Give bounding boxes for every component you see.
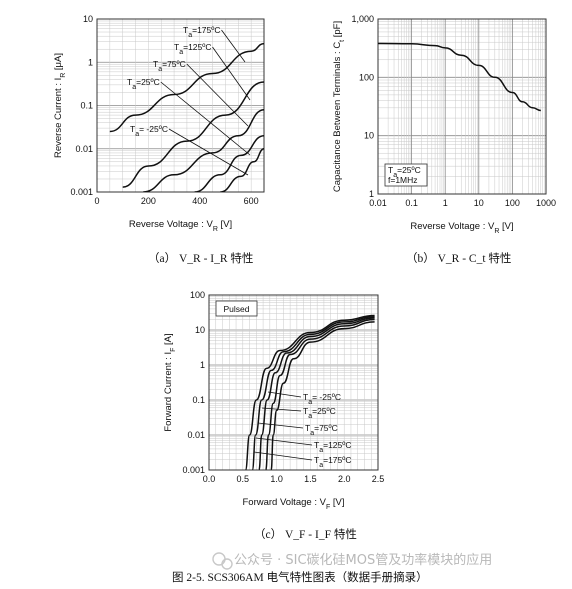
annotation-temp: Ta=25ºC xyxy=(388,165,421,179)
series-line xyxy=(265,318,375,470)
leader-line xyxy=(212,46,251,101)
x-axis-label: Forward Voltage : VF [V] xyxy=(243,497,345,511)
series-line xyxy=(270,321,375,470)
leader-line xyxy=(168,128,249,176)
label-75: Ta=75ºC xyxy=(305,423,338,437)
y-tick-label: 10 xyxy=(364,131,374,141)
series-line xyxy=(258,317,375,470)
x-tick-label: 2.5 xyxy=(372,474,385,484)
y-tick-label: 0.1 xyxy=(80,101,93,111)
annotation-box xyxy=(384,163,428,187)
series-line xyxy=(143,108,264,192)
label-minus25: Ta= -25ºC xyxy=(130,124,168,138)
legend-box xyxy=(215,300,258,317)
y-tick-label: 0.001 xyxy=(70,187,93,197)
label-25: Ta=25ºC xyxy=(127,77,160,91)
series-group xyxy=(244,314,375,470)
plot-b: 1 10 100 1,000 0.01 0.1 1 10 100 1000 Reverse Volt… xyxy=(332,14,556,235)
leader-line xyxy=(160,81,251,156)
x-tick-label: 600 xyxy=(244,196,259,206)
x-tick-label: 2.0 xyxy=(338,474,351,484)
label-125: Ta=125ºC xyxy=(314,440,352,454)
series-line xyxy=(251,315,375,470)
y-axis-label: Forward Current : IF [A] xyxy=(163,333,177,431)
x-tick-label: 1 xyxy=(443,198,448,208)
label-25: Ta=25ºC xyxy=(303,406,336,420)
watermark: 公众号 · SIC碳化硅MOS管及功率模块的应用 xyxy=(234,552,492,568)
y-tick-label: 0.01 xyxy=(75,144,93,154)
y-axis-label: Capacitance Between Terminals : Ct [pF] xyxy=(332,21,346,192)
wechat-icon xyxy=(212,552,233,570)
annotation-freq: f=1MHz xyxy=(388,175,418,185)
leader-line xyxy=(257,422,304,429)
y-tick-label: 1 xyxy=(369,189,374,199)
y-axis-label: Reverse Current : IR [μA] xyxy=(53,53,67,158)
leader-line xyxy=(261,407,302,412)
series-group xyxy=(378,42,541,112)
leader-line xyxy=(186,63,249,127)
x-tick-label: 0.5 xyxy=(237,474,250,484)
y-tick-label: 100 xyxy=(190,290,205,300)
label-175: Ta=175ºC xyxy=(183,25,221,39)
label-minus25: Ta= -25ºC xyxy=(303,392,341,406)
x-axis-label: Reverse Voltage : VR [V] xyxy=(410,221,513,235)
leader-line xyxy=(255,437,313,446)
leader-line xyxy=(267,391,302,398)
legend-box-label: Pulsed xyxy=(224,304,250,314)
caption-c: （c） V_F - I_F 特性 xyxy=(254,527,357,541)
series-line xyxy=(109,42,264,133)
caption-a: （a） V_R - I_R 特性 xyxy=(148,251,253,265)
y-tick-label: 10 xyxy=(83,14,93,24)
y-tick-label: 10 xyxy=(195,325,205,335)
plot-frame xyxy=(377,18,547,195)
y-tick-label: 0.01 xyxy=(187,430,205,440)
leader-line xyxy=(221,29,246,63)
x-axis-label: Reverse Voltage : VR [V] xyxy=(129,219,232,233)
plot-frame xyxy=(96,18,265,193)
figure-caption: 图 2-5. SCS306AM 电气特性图表（数据手册摘录） xyxy=(172,570,428,584)
y-tick-label: 0.1 xyxy=(192,395,205,405)
label-75: Ta=75ºC xyxy=(153,59,186,73)
x-tick-label: 0.0 xyxy=(203,474,216,484)
y-tick-label: 1,000 xyxy=(351,14,374,24)
x-tick-label: 0.01 xyxy=(369,198,387,208)
caption-b: （b） V_R - C_t 特性 xyxy=(406,251,511,265)
leader-line xyxy=(253,451,313,461)
series-line xyxy=(244,314,375,470)
y-tick-label: 1 xyxy=(200,360,205,370)
y-tick-label: 100 xyxy=(359,72,374,82)
label-125: Ta=125ºC xyxy=(174,42,212,56)
y-tick-label: 1 xyxy=(88,57,93,67)
x-tick-label: 100 xyxy=(505,198,520,208)
x-tick-label: 1.5 xyxy=(304,474,317,484)
series-line xyxy=(378,42,541,112)
series-line xyxy=(220,148,264,192)
label-175: Ta=175ºC xyxy=(314,455,352,469)
series-group xyxy=(109,42,264,192)
x-tick-label: 0 xyxy=(94,196,99,206)
x-tick-label: 1000 xyxy=(536,198,556,208)
y-tick-label: 0.001 xyxy=(182,465,205,475)
plot-a: 0.001 0.01 0.1 1 10 0 200 400 600 Reverse Voltage… xyxy=(53,14,265,233)
x-tick-label: 200 xyxy=(141,196,156,206)
x-tick-label: 0.1 xyxy=(405,198,418,208)
plot-frame xyxy=(208,294,379,471)
series-line xyxy=(122,81,264,188)
x-tick-label: 1.0 xyxy=(270,474,283,484)
x-tick-label: 10 xyxy=(474,198,484,208)
plot-c: 0.001 0.01 0.1 1 10 100 0.0 0.5 1.0 1.5 2.0 2.5 Forw… xyxy=(163,290,384,511)
x-tick-label: 400 xyxy=(192,196,207,206)
